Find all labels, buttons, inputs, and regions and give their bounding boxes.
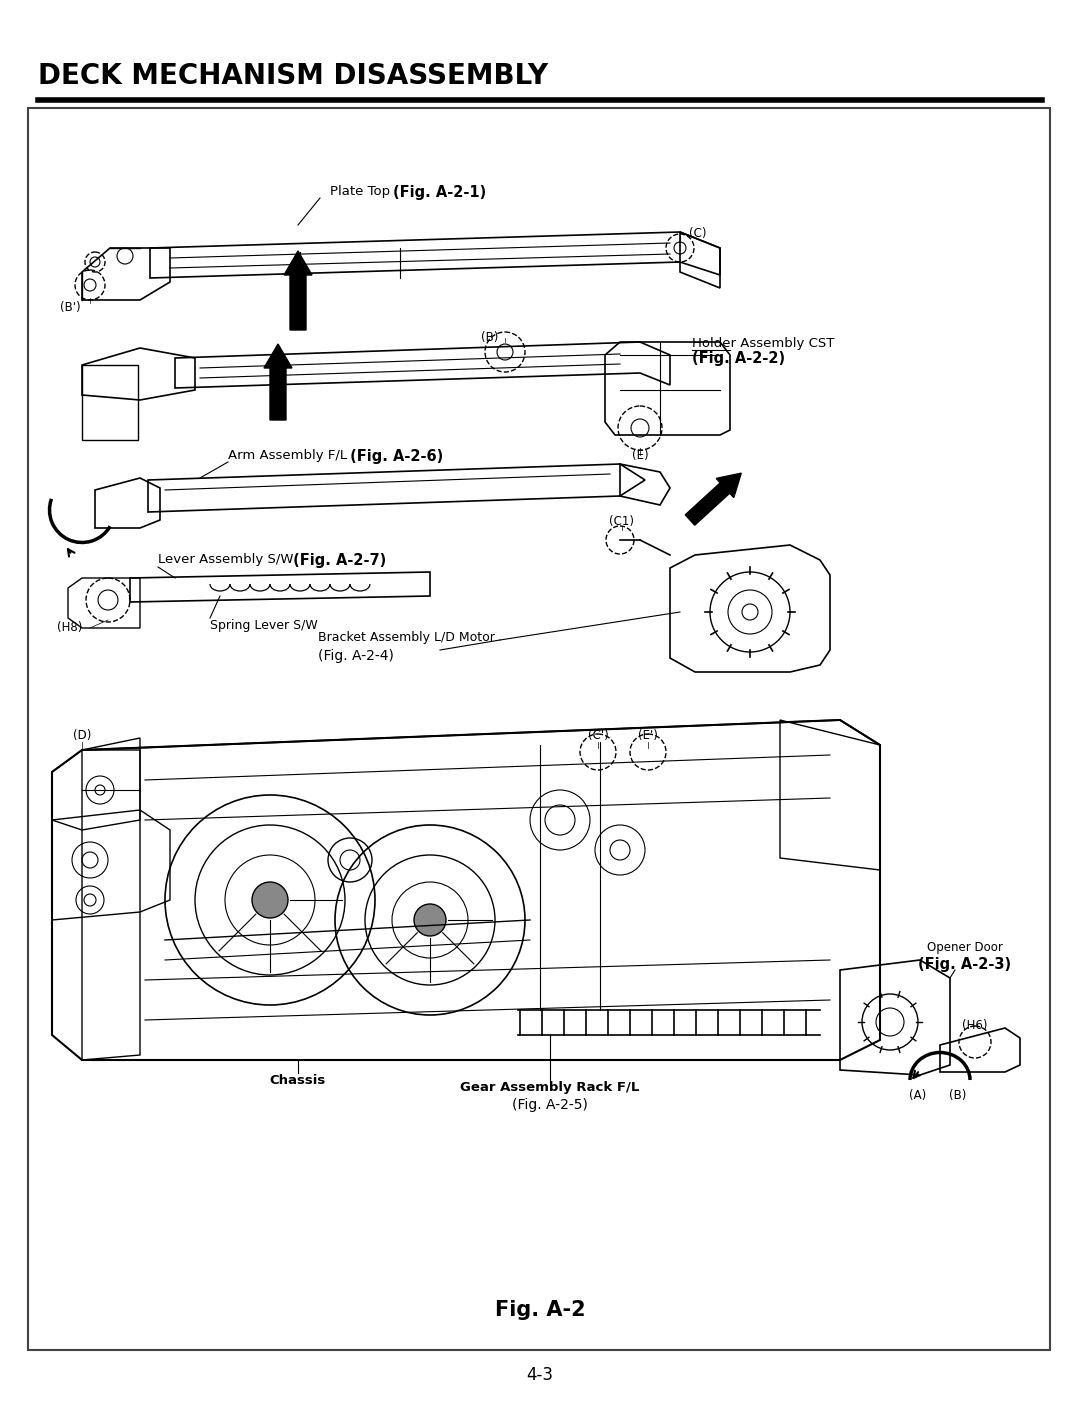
Text: Bracket Assembly L/D Motor: Bracket Assembly L/D Motor	[318, 631, 495, 645]
Text: (Fig. A-2-6): (Fig. A-2-6)	[345, 448, 443, 464]
Text: (D): (D)	[72, 729, 91, 742]
Circle shape	[414, 903, 446, 936]
Text: DECK MECHANISM DISASSEMBLY: DECK MECHANISM DISASSEMBLY	[38, 62, 549, 90]
Text: (C): (C)	[689, 228, 706, 240]
Text: (B'): (B')	[59, 302, 80, 315]
Text: (H6): (H6)	[962, 1019, 988, 1031]
Text: (E'): (E')	[638, 729, 658, 742]
Text: (Fig. A-2-1): (Fig. A-2-1)	[393, 184, 486, 200]
Text: (C'): (C')	[588, 729, 608, 742]
FancyArrow shape	[686, 473, 741, 525]
FancyArrow shape	[284, 251, 312, 330]
FancyArrow shape	[264, 344, 292, 420]
Text: Opener Door: Opener Door	[927, 941, 1003, 954]
Text: Chassis: Chassis	[270, 1073, 326, 1086]
Text: (Fig. A-2-3): (Fig. A-2-3)	[918, 957, 1012, 972]
Text: (Fig. A-2-4): (Fig. A-2-4)	[318, 649, 394, 663]
Text: (E): (E)	[632, 448, 648, 461]
Text: (A): (A)	[909, 1089, 927, 1102]
Text: Arm Assembly F/L: Arm Assembly F/L	[228, 450, 347, 462]
Bar	[28, 108, 1050, 1350]
Text: (H8): (H8)	[57, 621, 83, 635]
Text: (Fig. A-2-2): (Fig. A-2-2)	[692, 350, 785, 365]
Text: 4-3: 4-3	[527, 1366, 554, 1384]
Text: Plate Top: Plate Top	[330, 185, 394, 198]
Text: (C1): (C1)	[609, 516, 635, 528]
Circle shape	[252, 882, 288, 917]
Text: Lever Assembly S/W: Lever Assembly S/W	[158, 554, 294, 566]
Text: (Fig. A-2-7): (Fig. A-2-7)	[288, 552, 387, 568]
Text: Gear Assembly Rack F/L: Gear Assembly Rack F/L	[460, 1082, 639, 1094]
Text: (B): (B)	[949, 1089, 967, 1102]
Text: (B): (B)	[482, 332, 499, 344]
Text: Holder Assembly CST: Holder Assembly CST	[692, 337, 835, 350]
Text: Spring Lever S/W: Spring Lever S/W	[210, 618, 318, 631]
Text: Fig. A-2: Fig. A-2	[495, 1300, 585, 1321]
Text: (Fig. A-2-5): (Fig. A-2-5)	[512, 1097, 588, 1111]
